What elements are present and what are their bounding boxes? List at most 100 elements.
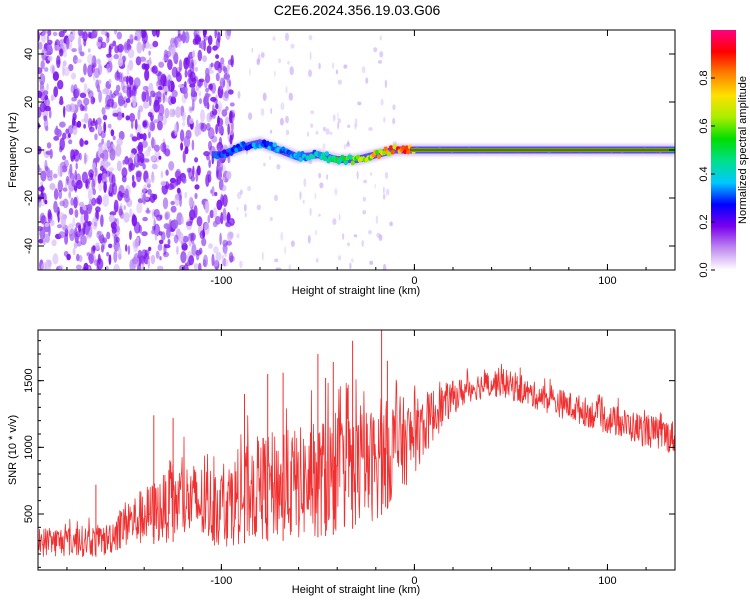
noise-blob [143, 63, 150, 71]
noise-blob [206, 45, 212, 54]
noise-blob [77, 30, 84, 36]
y-tick-label: -20 [23, 190, 35, 206]
noise-blob [136, 202, 143, 214]
noise-blob [227, 89, 234, 95]
spectrogram-y-axis-label: Frequency (Hz) [7, 112, 19, 188]
noise-blob [106, 63, 111, 74]
ridge-blob [310, 154, 316, 160]
noise-blob [67, 223, 74, 235]
ridge-blob [324, 151, 329, 157]
noise-blob [309, 207, 312, 217]
noise-blob [314, 192, 317, 200]
noise-blob [215, 124, 219, 135]
noise-blob [101, 138, 104, 145]
noise-blob [70, 72, 77, 80]
noise-blob [201, 237, 207, 247]
noise-blob [365, 77, 369, 84]
noise-blob [144, 59, 149, 64]
noise-blob [322, 143, 326, 150]
noise-blob [309, 51, 312, 61]
noise-blob [148, 56, 152, 67]
noise-blob [166, 227, 171, 239]
noise-blob [162, 197, 169, 210]
noise-blob [98, 89, 102, 103]
x-tick-label: -100 [210, 575, 232, 587]
noise-blob [200, 109, 205, 123]
noise-blob [157, 120, 163, 131]
noise-blob [285, 86, 288, 94]
noise-blob [128, 76, 134, 86]
noise-blob [227, 123, 230, 135]
spectrogram-noise-field [38, 30, 397, 270]
noise-blob [87, 53, 94, 65]
noise-blob [168, 218, 172, 231]
noise-blob [43, 117, 49, 130]
noise-blob [236, 233, 240, 239]
noise-blob [155, 70, 162, 77]
noise-blob [222, 243, 228, 254]
noise-blob [131, 180, 136, 189]
noise-blob [288, 264, 292, 270]
noise-blob [97, 174, 102, 184]
noise-blob [53, 45, 61, 51]
noise-blob [126, 84, 132, 90]
ridge-blob [388, 145, 394, 151]
noise-blob [133, 221, 141, 234]
noise-blob [152, 193, 158, 201]
noise-blob [171, 42, 176, 56]
noise-blob [192, 77, 197, 85]
noise-blob [213, 98, 218, 104]
noise-blob [148, 246, 152, 251]
noise-blob [150, 173, 155, 184]
noise-blob [335, 69, 338, 75]
ridge-blob [381, 150, 387, 156]
noise-blob [222, 207, 227, 221]
noise-blob [207, 214, 211, 224]
noise-blob [101, 149, 109, 162]
noise-blob [197, 49, 203, 62]
noise-blob [290, 43, 295, 49]
noise-blob [226, 171, 232, 180]
noise-blob [181, 216, 184, 225]
noise-blob [77, 36, 82, 48]
noise-blob [229, 110, 233, 124]
noise-blob [113, 264, 120, 270]
noise-blob [228, 79, 232, 87]
noise-blob [389, 221, 393, 227]
noise-blob [45, 125, 49, 132]
noise-blob [223, 73, 230, 80]
ridge-blob [401, 145, 406, 151]
noise-blob [68, 139, 73, 145]
noise-blob [198, 262, 202, 270]
noise-blob [113, 30, 118, 35]
noise-blob [76, 253, 80, 262]
noise-blob [332, 114, 336, 122]
noise-blob [272, 36, 276, 41]
noise-blob [113, 199, 119, 213]
noise-blob [68, 168, 73, 178]
noise-blob [214, 191, 218, 197]
noise-blob [164, 97, 170, 103]
noise-blob [279, 117, 284, 126]
noise-blob [84, 103, 88, 112]
noise-blob [224, 248, 228, 258]
noise-blob [170, 205, 177, 213]
noise-blob [208, 159, 212, 169]
noise-blob [117, 43, 124, 53]
noise-blob [42, 48, 47, 56]
noise-blob [91, 197, 97, 206]
noise-blob [82, 31, 88, 42]
noise-blob [51, 239, 57, 247]
noise-blob [174, 123, 178, 136]
noise-blob [62, 155, 66, 161]
noise-blob [88, 253, 94, 265]
noise-blob [186, 221, 193, 227]
noise-blob [204, 222, 210, 236]
noise-blob [198, 90, 202, 97]
noise-blob [44, 222, 50, 227]
noise-blob [62, 30, 67, 34]
noise-blob [277, 267, 282, 270]
spectrogram-panel: -100 0 100 -40 -20 0 20 40 Height of straight l… [7, 29, 676, 297]
noise-blob [115, 224, 121, 237]
noise-blob [38, 41, 43, 50]
